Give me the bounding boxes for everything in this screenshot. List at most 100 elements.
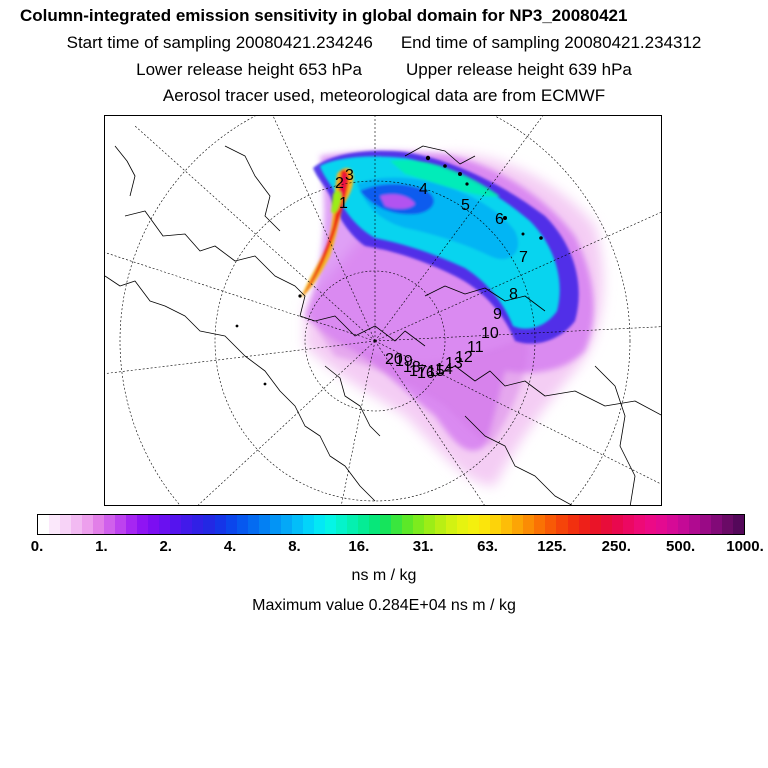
page-title: Column-integrated emission sensitivity i…: [20, 6, 628, 25]
colorbar-cell: [148, 515, 160, 534]
colorbar-cell: [159, 515, 171, 534]
day-label: 9: [493, 306, 502, 323]
colorbar-cell: [93, 515, 105, 534]
day-label: 16: [417, 365, 435, 382]
colorbar-tick-label: 8.: [288, 538, 301, 555]
colorbar-cell: [346, 515, 358, 534]
colorbar-cell: [732, 515, 744, 534]
colorbar-cell: [457, 515, 469, 534]
colorbar-cell: [611, 515, 623, 534]
release-heights: Lower release height 653 hPa Upper releas…: [0, 60, 768, 80]
colorbar-tick-label: 0.: [30, 538, 44, 555]
upper-release-label: Upper release height 639 hPa: [406, 60, 632, 79]
colorbar-cell: [192, 515, 204, 534]
colorbar-cell: [490, 515, 502, 534]
lower-release-label: Lower release height 653 hPa: [136, 60, 362, 79]
colorbar-tick-label: 1.: [95, 538, 108, 555]
day-label: 7: [519, 249, 528, 266]
colorbar-cell: [269, 515, 281, 534]
colorbar-tick-label: 63.: [477, 538, 498, 555]
colorbar-cell: [644, 515, 656, 534]
colorbar-cell: [523, 515, 535, 534]
colorbar-tick-labels: 0. 1. 2. 4. 8. 16. 31. 63. 125. 250. 500. 1000.: [0, 538, 768, 558]
plume-cyan: [320, 156, 560, 329]
day-label: 5: [461, 197, 470, 214]
day-label: 10: [481, 325, 499, 342]
colorbar-cell: [501, 515, 513, 534]
day-label: 2: [335, 175, 344, 192]
day-label: 19: [395, 353, 413, 370]
colorbar-cell: [556, 515, 568, 534]
colorbar-tick-label: 1000.: [726, 538, 764, 555]
tracer-info: Aerosol tracer used, meteorological data…: [162, 86, 606, 105]
colorbar-cell: [225, 515, 237, 534]
day-label: 15: [427, 363, 445, 380]
colorbar-cell: [49, 515, 61, 534]
colorbar-cell: [655, 515, 667, 534]
colorbar-cell: [324, 515, 336, 534]
colorbar-cell: [512, 515, 524, 534]
day-label: 20: [385, 351, 403, 368]
colorbar-cell: [545, 515, 557, 534]
colorbar-cell: [402, 515, 414, 534]
colorbar-cell: [126, 515, 138, 534]
colorbar-cell: [479, 515, 491, 534]
colorbar-cell: [567, 515, 579, 534]
colorbar-cell: [677, 515, 689, 534]
colorbar-cell: [622, 515, 634, 534]
colorbar-cell: [236, 515, 248, 534]
colorbar-cell: [82, 515, 94, 534]
colorbar-cell: [534, 515, 546, 534]
colorbar-cell: [666, 515, 678, 534]
colorbar-cell: [214, 515, 226, 534]
colorbar-cell: [391, 515, 403, 534]
day-labels: 1 2 3 4 5 6 7 8 9 10 11 12 13 14 15 16 1…: [335, 167, 528, 382]
colorbar-cell: [38, 515, 50, 534]
colorbar-cell: [104, 515, 116, 534]
colorbar-cell: [710, 515, 722, 534]
colorbar-cell: [600, 515, 612, 534]
colorbar-cell: [589, 515, 601, 534]
day-label: 14: [435, 361, 453, 378]
colorbar-cell: [280, 515, 292, 534]
unit-label: ns m / kg: [351, 567, 417, 584]
colorbar-cell: [721, 515, 733, 534]
day-label: 11: [467, 339, 484, 356]
map-canvas: 1 2 3 4 5 6 7 8 9 10 11 12 13 14 15 16 1…: [105, 116, 661, 505]
colorbar-tick-label: 500.: [666, 538, 696, 555]
colorbar-cell: [335, 515, 347, 534]
plume-core: [301, 168, 354, 298]
islands: [235, 155, 543, 386]
day-label: 1: [339, 195, 348, 212]
colorbar-cell: [258, 515, 270, 534]
colorbar-cell: [181, 515, 193, 534]
colorbar-cell: [699, 515, 711, 534]
day-label: 17: [409, 363, 427, 380]
day-label: 8: [509, 286, 518, 303]
sampling-times: Start time of sampling 20080421.234246 En…: [0, 33, 768, 53]
colorbar-cell: [357, 515, 369, 534]
sensitivity-map: 1 2 3 4 5 6 7 8 9 10 11 12 13 14 15 16 1…: [104, 115, 662, 506]
colorbar-cell: [203, 515, 215, 534]
colorbar-tick-label: 125.: [537, 538, 567, 555]
colorbar-cell: [424, 515, 436, 534]
colorbar-cell: [115, 515, 127, 534]
colorbar-cell: [688, 515, 700, 534]
colorbar: [37, 514, 745, 535]
day-label: 4: [419, 181, 428, 198]
colorbar-tick-label: 4.: [223, 538, 237, 555]
colorbar-cell: [446, 515, 458, 534]
max-value-label: Maximum value 0.284E+04 ns m / kg: [252, 597, 516, 614]
end-time-label: End time of sampling 20080421.234312: [400, 33, 702, 52]
day-label: 3: [345, 167, 354, 184]
colorbar-cell: [368, 515, 380, 534]
colorbar-cell: [170, 515, 182, 534]
colorbar-cell: [247, 515, 259, 534]
colorbar-cell: [60, 515, 72, 534]
colorbar-tick-label: 250.: [601, 538, 631, 555]
colorbar-tick-label: 31.: [412, 538, 434, 555]
colorbar-cell: [578, 515, 590, 534]
graticule: [105, 116, 661, 505]
colorbar-cell: [468, 515, 480, 534]
day-label: 12: [455, 349, 473, 366]
